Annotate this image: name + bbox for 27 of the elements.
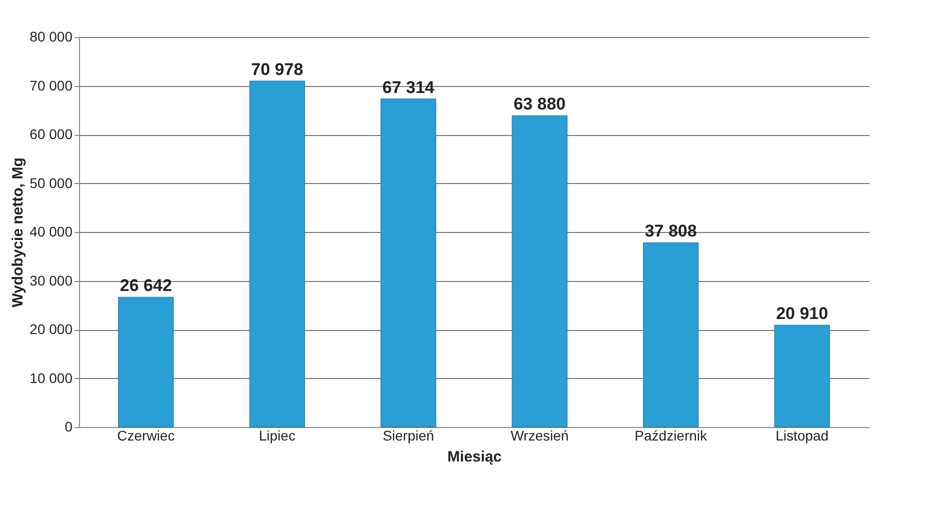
x-tick-label: Sierpień (382, 428, 434, 444)
bar (643, 242, 699, 428)
bar (380, 98, 436, 428)
bar (774, 324, 830, 428)
x-tick-label: Czerwiec (117, 428, 175, 444)
y-tick-label: 10 000 (30, 370, 73, 386)
y-tick-label: 0 (64, 418, 73, 434)
bar (512, 115, 568, 428)
y-tick-label: 60 000 (30, 126, 73, 142)
bar (249, 80, 305, 428)
x-tick-label: Listopad (776, 428, 829, 444)
data-label: 20 910 (776, 304, 828, 324)
y-tick-label: 80 000 (30, 28, 73, 44)
x-axis-title: Miesiąc (447, 448, 502, 466)
y-tick-label: 20 000 (30, 321, 73, 337)
data-label: 26 642 (120, 276, 172, 296)
x-tick-label: Lipiec (258, 428, 296, 444)
y-tick-label: 50 000 (30, 174, 73, 191)
y-tick-label: 70 000 (30, 77, 73, 94)
bar (118, 296, 174, 428)
y-tick-label: 40 000 (30, 224, 73, 240)
data-label: 63 880 (514, 94, 566, 114)
data-label: 70 978 (251, 60, 304, 79)
y-tick-label: 30 000 (30, 272, 73, 288)
x-tick-label: Wrzesień (510, 428, 569, 444)
y-axis-title: Wydobycie netto, Mg (10, 158, 27, 308)
x-tick-label: Październik (634, 428, 708, 444)
